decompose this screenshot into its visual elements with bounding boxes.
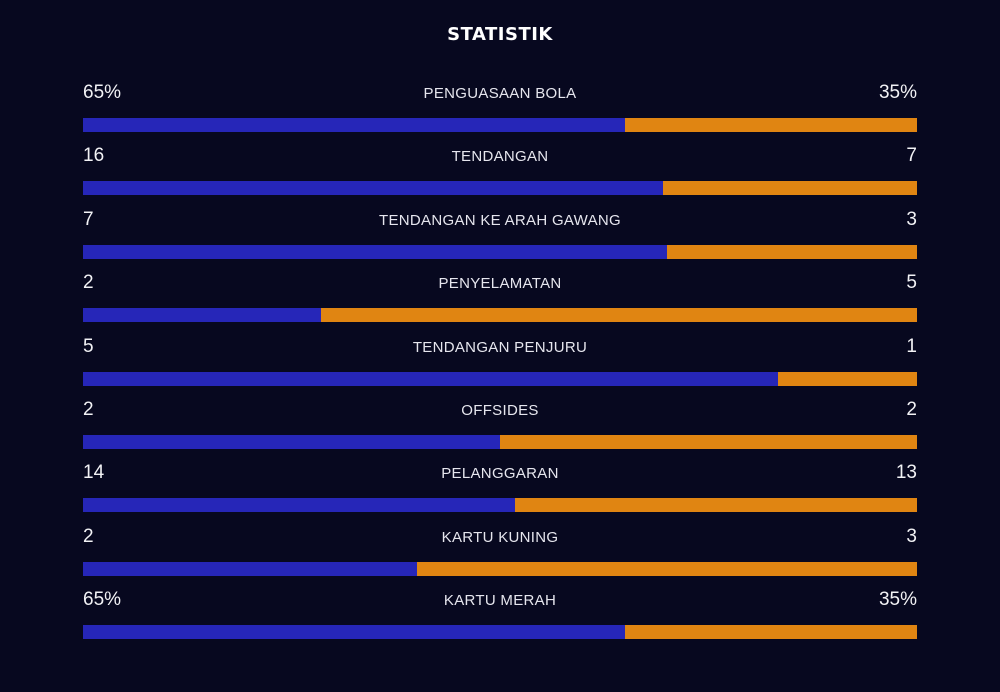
away-value: 5 [906, 272, 917, 294]
away-value: 13 [895, 462, 917, 484]
stat-label: TENDANGAN [451, 148, 549, 166]
away-value: 3 [906, 525, 917, 547]
away-bar-segment [777, 371, 917, 386]
home-bar-segment [83, 308, 322, 323]
home-bar-segment [83, 625, 626, 640]
stat-bar [83, 118, 917, 132]
stat-bar [83, 498, 917, 513]
stat-bar [83, 371, 917, 386]
home-value: 14 [83, 462, 105, 484]
home-bar-segment [83, 244, 667, 259]
away-bar-segment [500, 434, 917, 449]
home-bar-segment [83, 561, 417, 576]
stat-row-tendangan-penjuru: 5 TENDANGAN PENJURU 1 [83, 334, 917, 397]
away-bar-segment [416, 561, 917, 576]
home-value: 16 [83, 145, 105, 167]
stat-row-penyelamatan: 2 PENYELAMATAN 5 [83, 270, 917, 333]
away-value: 1 [906, 335, 917, 357]
home-value: 65% [83, 82, 122, 103]
away-bar-segment [625, 625, 917, 640]
home-bar-segment [83, 181, 664, 196]
stat-row-kartu-merah: 65% KARTU MERAH 35% [83, 587, 917, 650]
home-value: 2 [83, 398, 94, 420]
stat-label: PELANGGARAN [441, 465, 559, 483]
stat-row-tendangan-ke-arah-gawang: 7 TENDANGAN KE ARAH GAWANG 3 [83, 207, 917, 270]
away-bar-segment [663, 181, 917, 196]
stat-label: TENDANGAN PENJURU [412, 338, 588, 356]
stat-label: PENGUASAAN BOLA [423, 85, 577, 102]
away-bar-segment [321, 308, 917, 323]
stat-row-penguasaan-bola: 65% PENGUASAAN BOLA 35% [83, 80, 917, 143]
stat-row-kartu-kuning: 2 KARTU KUNING 3 [83, 524, 917, 587]
stat-row-offsides: 2 OFFSIDES 2 [83, 397, 917, 460]
stat-bar [83, 244, 917, 259]
stat-label: KARTU KUNING [441, 528, 559, 546]
away-value: 35% [878, 82, 917, 103]
away-value: 35% [878, 589, 917, 611]
home-value: 2 [83, 525, 94, 547]
stat-bar [83, 561, 917, 576]
away-bar-segment [625, 118, 917, 132]
stat-bar [83, 181, 917, 196]
away-value: 3 [906, 208, 917, 230]
home-bar-segment [83, 498, 516, 513]
home-value: 2 [83, 272, 94, 294]
stat-label: PENYELAMATAN [438, 275, 562, 293]
home-value: 65% [83, 589, 122, 611]
home-bar-segment [83, 434, 500, 449]
stat-label: OFFSIDES [461, 401, 539, 419]
stats-list: 65% PENGUASAAN BOLA 35% 16 TENDANGAN 7 7… [83, 80, 917, 651]
home-bar-segment [83, 371, 778, 386]
stat-label: KARTU MERAH [443, 592, 557, 610]
stat-bar [83, 434, 917, 449]
stat-row-tendangan: 16 TENDANGAN 7 [83, 143, 917, 206]
home-value: 7 [83, 208, 94, 230]
away-value: 7 [906, 145, 917, 167]
stat-row-pelanggaran: 14 PELANGGARAN 13 [83, 460, 917, 523]
away-value: 2 [906, 398, 917, 420]
page-title: STATISTIK [447, 24, 553, 45]
stat-bar [83, 625, 917, 640]
stat-bar [83, 308, 917, 323]
stat-label: TENDANGAN KE ARAH GAWANG [379, 211, 621, 229]
away-bar-segment [515, 498, 917, 513]
away-bar-segment [666, 244, 917, 259]
home-value: 5 [83, 335, 94, 357]
home-bar-segment [83, 118, 626, 132]
